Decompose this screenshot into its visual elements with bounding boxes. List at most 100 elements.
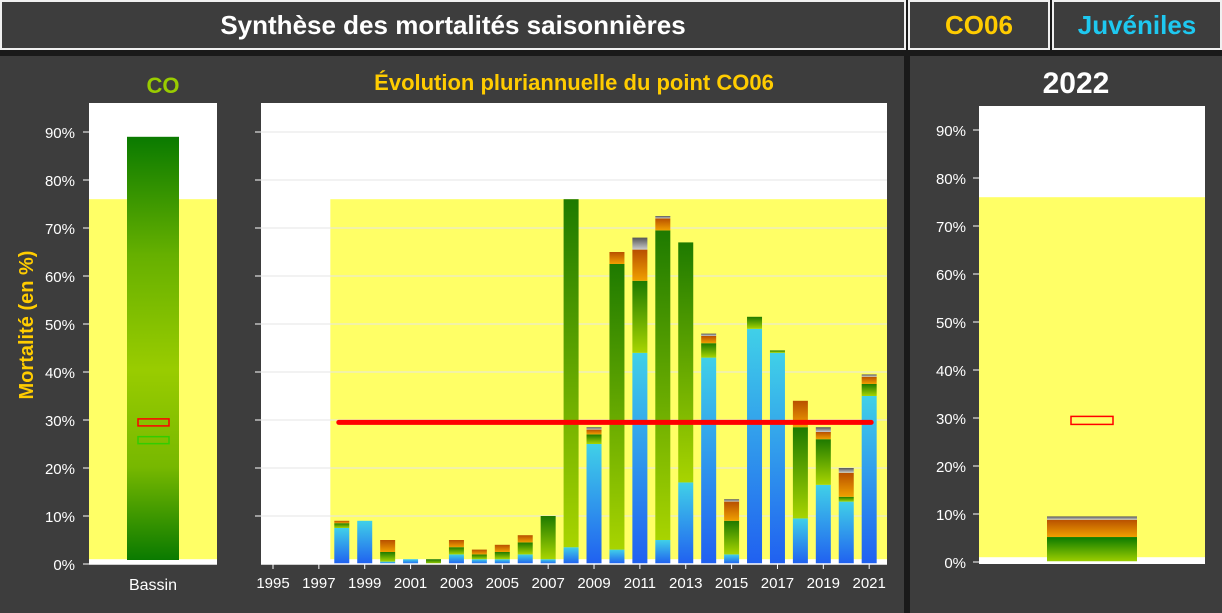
co-y-tick-label: 0%: [53, 557, 75, 574]
bar-segment-blue: [494, 559, 510, 564]
bar-segment-green: [815, 439, 831, 485]
co-y-tick-label: 90%: [45, 125, 75, 142]
year-2022-y-tick-label: 50%: [936, 315, 966, 332]
bar-segment-green: [609, 264, 625, 550]
bar-segment-blue: [540, 559, 556, 564]
bar-segment-blue: [701, 357, 717, 564]
x-tick-label: 2015: [715, 575, 748, 592]
bar-segment-blue: [563, 547, 579, 564]
co-y-tick-label: 80%: [45, 173, 75, 190]
bar-segment-green: [724, 520, 740, 555]
bar-segment-green: [747, 316, 763, 329]
bar-segment-blue: [471, 559, 487, 564]
site-box: CO06: [908, 0, 1050, 50]
bar-segment-blue: [448, 554, 464, 564]
x-tick-label: 2017: [761, 575, 794, 592]
x-tick-label: 1997: [302, 575, 335, 592]
category-box: Juvéniles: [1052, 0, 1222, 50]
bar-segment-green: [678, 242, 694, 483]
x-tick-label: 1995: [256, 575, 289, 592]
bar-segment-blue: [586, 444, 602, 564]
bar-segment-green: [426, 559, 442, 564]
bar-segment-green: [540, 516, 556, 560]
year-2022-y-tick-label: 80%: [936, 171, 966, 188]
multiyear-chart-title: Évolution pluriannuelle du point CO06: [374, 70, 774, 95]
year-2022-segment-orange: [1047, 519, 1137, 538]
co-y-tick-label: 60%: [45, 269, 75, 286]
bar-segment-blue: [655, 540, 671, 564]
year-2022-y-tick-label: 70%: [936, 219, 966, 236]
co-y-tick-label: 30%: [45, 413, 75, 430]
bar-segment-orange: [655, 218, 671, 231]
x-tick-label: 2019: [807, 575, 840, 592]
bar-segment-orange: [701, 336, 717, 344]
bar-segment-blue: [861, 396, 877, 564]
year-2022-y-tick-label: 40%: [936, 363, 966, 380]
bar-segment-green: [701, 343, 717, 358]
category-label: Juvéniles: [1077, 9, 1197, 40]
bar-segment-orange: [838, 472, 854, 497]
x-tick-label: 1999: [348, 575, 381, 592]
bar-segment-green: [334, 523, 350, 528]
bar-segment-orange: [586, 429, 602, 435]
year-2022-y-tick-label: 10%: [936, 507, 966, 524]
co-bar-bassin: [127, 136, 179, 561]
bar-segment-green: [861, 384, 877, 396]
bar-segment-blue: [517, 554, 533, 564]
bar-segment-blue: [724, 554, 740, 564]
bar-segment-orange: [632, 249, 648, 281]
site-code: CO06: [945, 9, 1013, 40]
x-tick-label: 2011: [624, 575, 656, 592]
bar-segment-green: [769, 350, 785, 353]
co-chart: CO Mortalité (en %) 0% 10% 20% 30% 40% 50% 60%…: [16, 73, 217, 594]
bar-segment-orange: [517, 535, 533, 543]
x-tick-label: 2013: [669, 575, 702, 592]
year-2022-marker-red: [1070, 415, 1114, 426]
bar-segment-orange: [494, 544, 510, 552]
bar-segment-blue: [747, 328, 763, 564]
bar-segment-green: [632, 280, 648, 353]
multiyear-chart: Évolution pluriannuelle du point CO06 19…: [255, 70, 887, 592]
co-y-tick-label: 10%: [45, 509, 75, 526]
x-tick-label: 2003: [440, 575, 473, 592]
bar-segment-grey: [632, 237, 648, 250]
co-marker-red: [137, 418, 170, 427]
x-tick-label: 2021: [852, 575, 885, 592]
year-2022-y-tick-label: 60%: [936, 267, 966, 284]
bar-segment-grey: [586, 427, 602, 430]
bar-segment-green: [586, 434, 602, 444]
bar-segment-green: [494, 552, 510, 560]
bar-segment-blue: [632, 352, 648, 564]
bar-segment-orange: [724, 501, 740, 521]
bar-segment-orange: [609, 252, 625, 264]
bar-segment-blue: [678, 482, 694, 564]
year-2022-yellow-band: [979, 197, 1205, 558]
year-2022-y-tick-label: 20%: [936, 459, 966, 476]
bar-segment-blue: [792, 518, 808, 564]
year-2022-segment-grey: [1047, 516, 1137, 520]
year-2022-chart: 2022 0% 10% 20% 30% 40% 50% 60% 70% 80% 90%: [936, 67, 1205, 572]
bar-segment-blue: [609, 549, 625, 564]
bar-segment-orange: [380, 540, 396, 552]
bar-segment-green: [448, 547, 464, 555]
y-axis-label: Mortalité (en %): [16, 251, 38, 400]
co-x-label: Bassin: [129, 577, 177, 594]
bar-segment-grey: [655, 216, 671, 219]
bar-segment-grey: [815, 427, 831, 432]
bar-segment-blue: [334, 528, 350, 564]
bar-segment-green: [838, 496, 854, 502]
bar-segment-grey: [838, 468, 854, 473]
year-2022-y-tick-label: 0%: [944, 555, 966, 572]
x-tick-label: 2001: [394, 575, 427, 592]
bar-segment-orange: [815, 432, 831, 440]
bar-segment-green: [655, 230, 671, 540]
bar-segment-blue: [403, 559, 419, 564]
co-y-tick-label: 50%: [45, 317, 75, 334]
x-tick-label: 2007: [531, 575, 564, 592]
main-title-box: Synthèse des mortalités saisonnières: [0, 0, 906, 50]
bar-segment-blue: [769, 352, 785, 564]
year-2022-y-tick-label: 90%: [936, 123, 966, 140]
bar-segment-blue: [838, 501, 854, 564]
year-2022-title: 2022: [1043, 67, 1110, 100]
